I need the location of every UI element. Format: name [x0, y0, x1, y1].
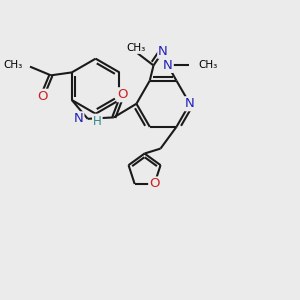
Text: N: N — [163, 59, 173, 72]
Text: O: O — [117, 88, 128, 101]
Text: CH₃: CH₃ — [4, 60, 23, 70]
Text: O: O — [149, 178, 160, 190]
Text: H: H — [93, 115, 102, 128]
Text: N: N — [185, 97, 195, 110]
Text: O: O — [37, 90, 47, 103]
Text: N: N — [74, 112, 83, 125]
Text: N: N — [158, 45, 168, 58]
Text: CH₃: CH₃ — [198, 60, 217, 70]
Text: CH₃: CH₃ — [127, 43, 146, 53]
